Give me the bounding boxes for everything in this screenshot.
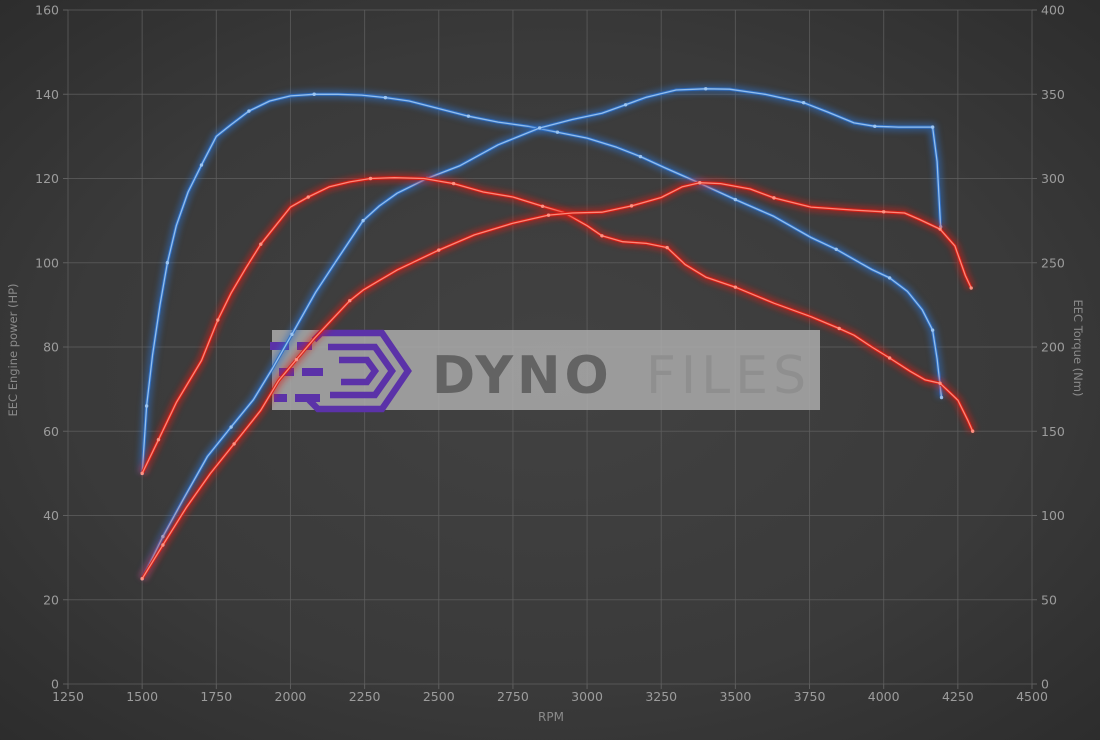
data-point-dot [466, 114, 471, 118]
data-point-dot [312, 92, 316, 96]
data-point-dot [290, 332, 294, 337]
curve-tuned-torque [137, 89, 946, 476]
watermark-text-dyno: DYNO [432, 346, 613, 406]
data-point-dot [368, 176, 373, 181]
x-tick-label: 2250 [349, 689, 381, 704]
data-point-dot [930, 125, 935, 129]
y-left-tick-label: 20 [43, 592, 59, 607]
dyno-curves [137, 84, 977, 582]
y-left-tick-label: 0 [51, 677, 59, 692]
x-axis-title: RPM [538, 710, 564, 724]
x-tick-label: 3750 [794, 689, 826, 704]
data-point-dot [437, 248, 441, 252]
curve-core [141, 182, 972, 580]
watermark-text-files: FILES [646, 346, 811, 406]
x-tick-label: 2500 [423, 689, 455, 704]
watermark: DYNO FILES [270, 329, 820, 413]
data-point-dot [969, 286, 973, 290]
data-point-dot [801, 100, 806, 105]
y-right-tick-label: 150 [1041, 424, 1065, 439]
x-tick-label: 3000 [571, 689, 603, 704]
data-point-dot [733, 197, 738, 202]
y-right-tick-label: 0 [1041, 677, 1049, 692]
x-tick-label: 4000 [868, 689, 900, 704]
data-point-dot [881, 210, 886, 214]
data-point-dot [259, 242, 263, 246]
y-left-tick-label: 160 [35, 3, 59, 18]
data-point-dot [140, 471, 144, 476]
data-point-dot [156, 437, 161, 442]
y-right-tick-label: 400 [1041, 3, 1065, 18]
data-point-dot [546, 213, 551, 217]
data-point-dot [629, 204, 634, 208]
data-point-dot [873, 124, 877, 128]
x-tick-label: 1250 [52, 689, 84, 704]
y-left-tick-label: 80 [43, 340, 59, 355]
curve-core [141, 88, 942, 579]
data-point-dot [704, 87, 708, 91]
x-tick-label: 3250 [645, 689, 677, 704]
data-point-dot [161, 543, 165, 547]
data-point-dot [348, 298, 352, 303]
data-point-dot [837, 326, 841, 331]
data-point-dot [665, 245, 669, 250]
data-point-dot [887, 356, 892, 360]
data-point-dot [887, 276, 892, 280]
data-point-dot [623, 103, 628, 107]
curve-core [141, 93, 943, 474]
y-left-tick-label: 140 [35, 87, 59, 102]
data-point-dot [383, 95, 388, 100]
x-tick-label: 3500 [719, 689, 751, 704]
y-right-tick-label: 300 [1041, 171, 1065, 186]
data-point-dot [772, 196, 776, 200]
x-tick-label: 2000 [275, 689, 307, 704]
data-point-dot [555, 130, 560, 134]
data-point-dot [294, 357, 299, 362]
data-point-dot [199, 163, 204, 167]
y-right-axis-title: EEC Torque (Nm) [1071, 300, 1085, 397]
x-tick-label: 4250 [942, 689, 974, 704]
y-right-tick-label: 50 [1041, 592, 1057, 607]
curve-stock-power [138, 178, 976, 582]
y-left-tick-label: 100 [35, 255, 59, 270]
data-point-dot [140, 576, 144, 581]
data-point-dot [229, 425, 233, 429]
data-point-dot [930, 328, 935, 332]
data-point-dot [600, 234, 604, 238]
y-left-axis-title: EEC Engine power (HP) [6, 283, 20, 416]
x-tick-label: 2750 [497, 689, 529, 704]
x-tick-label: 1500 [126, 689, 158, 704]
data-point-dot [165, 261, 170, 265]
axis-tick-labels: 1250 1500 1750 2000 2250 2500 2750 3000 3250 3500… [35, 3, 1065, 705]
data-point-dot [938, 381, 942, 385]
data-point-dot [540, 204, 545, 209]
x-tick-label: 1750 [200, 689, 232, 704]
data-point-dot [733, 285, 738, 289]
y-left-tick-label: 120 [35, 171, 59, 186]
data-point-dot [834, 247, 838, 251]
data-point-dot [970, 429, 975, 433]
data-point-dot [247, 109, 251, 113]
data-point-dot [361, 218, 365, 223]
data-point-dot [698, 181, 702, 185]
data-point-dot [306, 195, 310, 199]
data-point-dot [232, 442, 236, 446]
y-right-tick-label: 350 [1041, 87, 1065, 102]
y-left-tick-label: 40 [43, 508, 59, 523]
y-right-tick-label: 200 [1041, 340, 1065, 355]
data-point-dot [939, 395, 944, 400]
y-right-tick-label: 250 [1041, 255, 1065, 270]
data-point-dot [638, 154, 643, 159]
x-tick-label: 4500 [1016, 689, 1048, 704]
y-right-tick-label: 100 [1041, 508, 1065, 523]
data-point-dot [144, 404, 149, 408]
y-left-tick-label: 60 [43, 424, 59, 439]
data-point-dot [216, 318, 220, 322]
data-point-dot [938, 227, 942, 231]
data-point-dot [451, 181, 456, 186]
data-point-dot [537, 126, 542, 130]
